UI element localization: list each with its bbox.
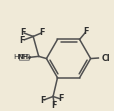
Text: H: H	[13, 55, 19, 60]
FancyBboxPatch shape	[19, 55, 29, 60]
Text: F: F	[58, 94, 63, 103]
Text: F: F	[20, 28, 26, 37]
Text: F: F	[19, 36, 25, 45]
Text: F: F	[39, 28, 44, 37]
Text: NH₂: NH₂	[17, 55, 31, 60]
Text: F: F	[40, 96, 45, 105]
Text: F: F	[83, 27, 88, 36]
Text: F: F	[51, 101, 56, 110]
Text: Cl: Cl	[101, 54, 109, 62]
